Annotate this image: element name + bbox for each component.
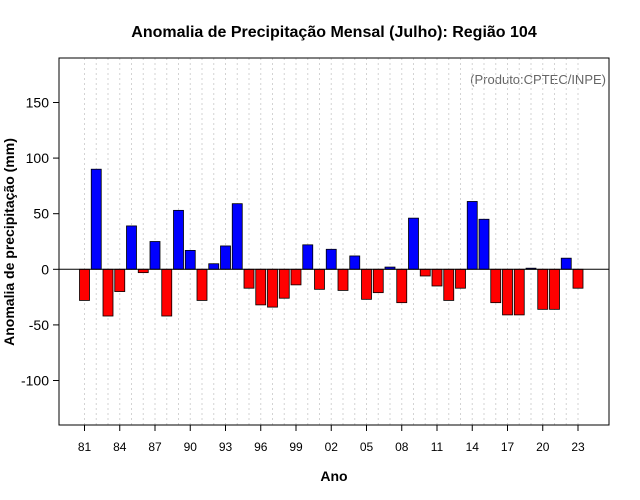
x-tick-label: 17 [501,440,515,454]
bars [79,168,584,317]
bar-2023 [572,268,584,289]
bar-2008 [396,268,408,304]
x-axis-label: Ano [320,468,347,484]
bar-1996 [255,268,267,306]
bar-2010 [419,268,431,277]
bar-1981 [79,268,90,301]
x-tick-label: 99 [289,440,303,454]
bar-2017 [502,268,513,316]
grid-lines [84,58,579,425]
bar-2004 [349,255,361,270]
bar-1991 [196,268,208,301]
bar-2016 [490,268,502,304]
bar-1986 [137,268,149,274]
bar-1997 [267,268,278,308]
y-tick-label: 100 [26,150,50,166]
x-tick-label: 87 [148,440,162,454]
bar-1987 [149,241,161,270]
bar-2020 [537,268,549,310]
x-tick-label: 84 [113,440,127,454]
plot-frame [58,57,610,426]
y-tick-label: 150 [26,94,50,110]
x-tick-label: 23 [571,440,585,454]
bar-2015 [478,218,490,270]
bar-2005 [361,268,372,300]
bar-2006 [372,268,384,294]
bar-1982 [90,168,102,270]
y-tick-label: 50 [33,206,49,222]
bar-2001 [314,268,325,290]
x-tick-label: 05 [360,440,374,454]
bar-1993 [220,245,231,270]
x-tick-label: 96 [254,440,268,454]
bar-1985 [126,225,137,270]
bar-1995 [243,268,255,289]
bar-2011 [431,268,443,287]
bar-1984 [114,268,126,292]
x-tick-label: 14 [466,440,480,454]
bar-2014 [466,201,478,270]
y-tick-label: 0 [41,261,49,277]
x-tick-label: 20 [536,440,550,454]
bar-2009 [408,217,419,270]
x-tick-label: 90 [184,440,198,454]
bar-1990 [184,249,196,270]
x-tick-label: 81 [78,440,92,454]
axes: -100 -50 0 50 100 150 81 84 87 90 93 96 99 02 05 08 11 14… [21,57,610,454]
x-tick-label: 02 [325,440,339,454]
chart-title: Anomalia de Precipitação Mensal (Julho):… [131,24,537,41]
bar-2003 [337,268,349,291]
bar-2002 [325,248,337,270]
bar-2018 [513,268,525,316]
x-tick-label: 93 [219,440,233,454]
x-tick-label: 08 [395,440,409,454]
y-tick-label: -100 [21,373,49,389]
bar-1992 [208,263,220,270]
chart-credit: (Produto:CPTEC/INPE) [470,72,606,87]
bar-1983 [102,268,114,317]
bar-2000 [302,244,314,270]
y-tick-label: -50 [29,317,49,333]
bar-2021 [549,268,560,310]
x-tick-label: 11 [431,440,444,454]
bar-2022 [560,257,572,270]
bar-1998 [278,268,290,299]
bar-2012 [443,268,455,301]
bar-1999 [290,268,302,286]
bar-2013 [455,268,466,289]
bar-1989 [173,209,184,270]
bar-1994 [231,203,243,270]
bar-1988 [161,268,173,317]
y-axis-label: Anomalia de precipitação (mm) [1,138,17,346]
